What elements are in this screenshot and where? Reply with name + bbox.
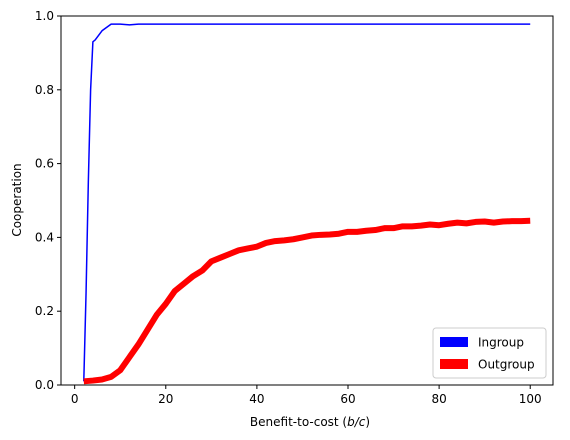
y-tick-label: 0.2 — [35, 304, 54, 318]
x-axis-label-variable: b/c — [347, 415, 366, 429]
y-tick-label: 0.0 — [35, 378, 54, 392]
x-tick-label: 0 — [71, 392, 79, 406]
axis-ticks: 0 20 40 60 80 100 0.0 0.2 0.4 0.6 0.8 1.0 — [35, 9, 542, 406]
x-tick-label: 80 — [431, 392, 446, 406]
series-line-ingroup — [83, 23, 531, 382]
y-tick-label: 0.6 — [35, 157, 54, 171]
x-tick-label: 60 — [340, 392, 355, 406]
plot-area — [83, 23, 531, 385]
y-tick-label: 0.4 — [35, 230, 54, 244]
y-axis-label: Cooperation — [10, 163, 24, 236]
y-tick-label: 1.0 — [35, 9, 54, 23]
x-axis-label-prefix: Benefit-to-cost ( — [250, 415, 347, 429]
legend-swatch-ingroup — [440, 337, 468, 347]
x-axis-label-suffix: ) — [365, 415, 370, 429]
y-tick-label: 0.8 — [35, 83, 54, 97]
legend-label-outgroup: Outgroup — [478, 358, 535, 372]
legend-label-ingroup: Ingroup — [478, 336, 524, 350]
x-tick-label: 40 — [249, 392, 264, 406]
axes-frame — [60, 15, 554, 386]
x-axis-label: Benefit-to-cost (b/c) — [250, 415, 370, 429]
x-tick-label: 20 — [158, 392, 173, 406]
x-tick-label: 100 — [519, 392, 542, 406]
legend: Ingroup Outgroup — [432, 327, 547, 379]
series-line-outgroup — [83, 217, 531, 385]
legend-swatch-outgroup — [440, 359, 468, 369]
